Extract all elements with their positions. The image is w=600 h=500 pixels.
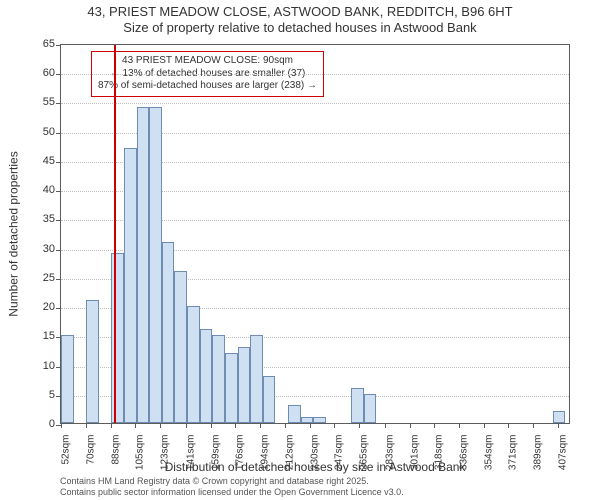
x-tick-mark — [86, 423, 87, 428]
x-tick-mark — [260, 423, 261, 428]
plot-area: 43 PRIEST MEADOW CLOSE: 90sqm ← 13% of d… — [60, 44, 570, 424]
histogram-bar — [124, 148, 137, 423]
y-tick-label: 5 — [15, 389, 55, 401]
histogram-bar — [313, 417, 326, 423]
histogram-bar — [351, 388, 364, 423]
x-tick-mark — [434, 423, 435, 428]
histogram-bar — [86, 300, 99, 423]
histogram-bar — [250, 335, 263, 423]
y-tick-label: 55 — [15, 96, 55, 108]
y-tick-mark — [56, 45, 61, 46]
x-tick-mark — [385, 423, 386, 428]
x-tick-mark — [186, 423, 187, 428]
footer-line-1: Contains HM Land Registry data © Crown c… — [60, 476, 404, 487]
attribution-footer: Contains HM Land Registry data © Crown c… — [60, 476, 404, 498]
y-tick-mark — [56, 103, 61, 104]
gridline — [61, 103, 569, 104]
y-tick-label: 10 — [15, 360, 55, 372]
x-tick-mark — [359, 423, 360, 428]
x-tick-mark — [111, 423, 112, 428]
x-tick-mark — [135, 423, 136, 428]
y-tick-label: 35 — [15, 213, 55, 225]
y-tick-label: 65 — [15, 38, 55, 50]
x-tick-mark — [410, 423, 411, 428]
y-tick-label: 0 — [15, 418, 55, 430]
y-tick-mark — [56, 250, 61, 251]
y-tick-label: 50 — [15, 126, 55, 138]
histogram-bar — [263, 376, 276, 423]
title-line-1: 43, PRIEST MEADOW CLOSE, ASTWOOD BANK, R… — [0, 4, 600, 20]
histogram-bar — [61, 335, 74, 423]
x-tick-mark — [61, 423, 62, 428]
y-tick-label: 45 — [15, 155, 55, 167]
chart-container: 43, PRIEST MEADOW CLOSE, ASTWOOD BANK, R… — [0, 0, 600, 500]
x-tick-mark — [211, 423, 212, 428]
histogram-bar — [174, 271, 187, 423]
histogram-bar — [288, 405, 301, 423]
x-tick-mark — [235, 423, 236, 428]
y-tick-label: 15 — [15, 330, 55, 342]
x-axis-label: Distribution of detached houses by size … — [60, 460, 570, 474]
histogram-bar — [200, 329, 213, 423]
title-line-2: Size of property relative to detached ho… — [0, 20, 600, 36]
y-tick-mark — [56, 74, 61, 75]
y-tick-label: 40 — [15, 184, 55, 196]
histogram-bar — [364, 394, 377, 423]
y-tick-label: 30 — [15, 243, 55, 255]
histogram-bar — [162, 242, 175, 423]
x-tick-mark — [334, 423, 335, 428]
histogram-bar — [225, 353, 238, 423]
histogram-bar — [149, 107, 162, 423]
histogram-bar — [212, 335, 225, 423]
y-tick-mark — [56, 162, 61, 163]
annotation-line-1: 43 PRIEST MEADOW CLOSE: 90sqm — [98, 55, 317, 68]
y-tick-mark — [56, 191, 61, 192]
gridline — [61, 74, 569, 75]
x-tick-mark — [484, 423, 485, 428]
chart-title: 43, PRIEST MEADOW CLOSE, ASTWOOD BANK, R… — [0, 4, 600, 37]
histogram-bar — [187, 306, 200, 423]
x-tick-mark — [459, 423, 460, 428]
x-tick-mark — [508, 423, 509, 428]
histogram-bar — [238, 347, 251, 423]
y-tick-mark — [56, 133, 61, 134]
x-tick-mark — [533, 423, 534, 428]
y-tick-label: 25 — [15, 272, 55, 284]
y-tick-mark — [56, 220, 61, 221]
y-tick-mark — [56, 308, 61, 309]
annotation-line-3: 87% of semi-detached houses are larger (… — [98, 80, 317, 93]
y-tick-label: 20 — [15, 301, 55, 313]
x-tick-mark — [558, 423, 559, 428]
y-tick-mark — [56, 279, 61, 280]
x-tick-mark — [285, 423, 286, 428]
y-tick-label: 60 — [15, 67, 55, 79]
x-tick-mark — [160, 423, 161, 428]
histogram-bar — [137, 107, 150, 423]
histogram-bar — [553, 411, 566, 423]
property-marker-line — [114, 45, 116, 423]
x-tick-mark — [310, 423, 311, 428]
footer-line-2: Contains public sector information licen… — [60, 487, 404, 498]
